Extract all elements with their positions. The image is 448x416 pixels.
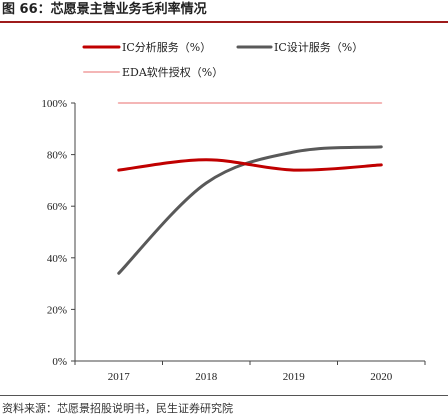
x-tick-label: 2020 [370,371,393,383]
y-tick-label: 80% [47,150,67,162]
x-axis: 2017 2018 2019 2020 [74,360,426,383]
x-tick-label: 2017 [108,371,131,383]
legend-label-ic-analysis: IC分析服务（%） [122,40,211,54]
x-tick-label: 2018 [195,371,218,383]
source-note: 资料来源：芯愿景招股说明书，民生证券研究院 [2,402,233,415]
series-line-ic-analysis [117,158,383,172]
y-tick-label: 60% [47,201,67,213]
series-lines [117,101,383,275]
x-tick-label: 2019 [283,371,306,383]
figure-title: 图 66：芯愿景主营业务毛利率情况 [2,2,207,17]
series-line-ic-design [117,145,383,275]
y-tick-label: 20% [47,304,67,316]
y-axis: 0% 20% 40% 60% 80% 100% [41,98,76,368]
legend: IC分析服务（%） IC设计服务（%） EDA软件授权（%） [82,40,363,79]
y-tick-label: 40% [47,253,67,265]
legend-label-ic-design: IC设计服务（%） [274,41,363,54]
source-rule [0,395,448,396]
title-rule [0,21,448,23]
line-chart: 0% 20% 40% 60% 80% 100% 2017 2018 2019 2020 IC分析… [41,40,426,383]
y-tick-label: 0% [52,356,67,368]
y-tick-label: 100% [41,98,67,110]
legend-label-eda-license: EDA软件授权（%） [122,65,223,79]
